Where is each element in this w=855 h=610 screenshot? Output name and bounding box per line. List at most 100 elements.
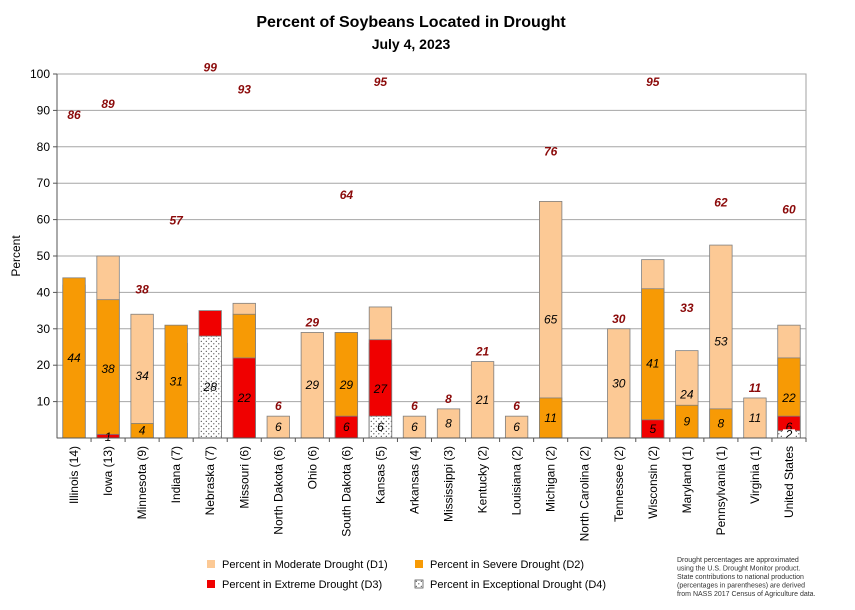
bar-total-label: 21 [475,345,490,359]
legend-label: Percent in Moderate Drought (D1) [222,559,388,571]
bar-total-label: 60 [782,203,796,217]
x-tick-label: North Dakota (6) [271,446,285,535]
segment-label-d2: 8 [718,416,725,430]
segment-label-d1: 29 [305,378,320,392]
bar-total-label: 6 [411,399,418,413]
legend-swatch [207,580,215,588]
x-tick-label: Nebraska (7) [203,446,217,515]
bar-total-label: 29 [305,315,320,329]
segment-label-d1: 30 [612,376,626,390]
y-tick-label: 90 [37,103,51,117]
x-tick-label: Kentucky (2) [476,446,490,513]
segment-label-d2: 44 [67,351,81,365]
segment-label-d2: 9 [683,415,690,429]
x-tick-label: Arkansas (4) [407,446,421,514]
x-tick-label: Tennessee (2) [612,446,626,522]
x-tick-label: Missouri (6) [237,446,251,509]
legend-label: Percent in Extreme Drought (D3) [222,579,382,591]
x-tick-label: Iowa (13) [101,446,115,496]
x-tick-label: Maryland (1) [680,446,694,513]
bar-total-label: 95 [646,75,660,89]
bar-total-label: 95 [374,75,388,89]
segment-label-d2: 38 [101,362,115,376]
x-tick-label: Mississippi (3) [442,446,456,522]
bar-total-label: 76 [544,144,558,158]
x-tick-label: Ohio (6) [305,446,319,489]
segment-label-d1: 21 [475,393,489,407]
segment-label-d3: 6 [343,420,350,434]
segment-label-d3: 5 [649,422,656,436]
segment-label-d1: 24 [679,387,694,401]
x-tick-label: Indiana (7) [169,446,183,503]
label-backdrop [782,429,795,440]
y-tick-label: 30 [37,322,51,336]
y-tick-label: 70 [37,176,51,190]
y-tick-label: 60 [37,213,51,227]
x-tick-label: Pennsylvania (1) [714,446,728,535]
y-tick-label: 100 [30,67,50,81]
bar-total-label: 11 [749,381,762,395]
segment-label-d1: 6 [275,420,282,434]
x-tick-label: Virginia (1) [748,446,762,504]
bar-total-label: 33 [680,301,694,315]
segment-label-d1: 65 [544,313,558,327]
x-tick-label: Kansas (5) [373,446,387,504]
x-tick-label: Minnesota (9) [135,446,149,519]
y-tick-label: 10 [37,395,51,409]
y-tick-label: 50 [37,249,51,263]
legend-swatch [207,560,215,568]
bar-total-label: 93 [238,82,252,96]
segment-label-d3: 6 [786,420,793,434]
legend-swatch [414,579,424,589]
segment-label-d2: 41 [646,356,659,370]
bar-total-label: 64 [340,188,354,202]
legend-item-d4: Percent in Exceptional Drought (D4) [414,579,606,591]
segment-label-d2: 22 [781,391,796,405]
bar-total-label: 6 [275,399,282,413]
legend-item-d1: Percent in Moderate Drought (D1) [207,559,388,571]
bar-total-label: 86 [67,108,81,122]
y-tick-label: 80 [37,140,51,154]
x-tick-label: United States [782,446,796,518]
segment-label-d3: 27 [373,382,389,396]
segment-label-d1: 53 [714,335,728,349]
segment-label-d1: 8 [445,416,452,430]
bar-total-label: 57 [169,214,184,228]
segment-label-d1: 6 [513,420,520,434]
bar-total-label: 30 [612,312,626,326]
chart-subtitle: July 4, 2023 [372,36,451,52]
y-tick-label: 40 [37,285,51,299]
legend-item-d3: Percent in Extreme Drought (D3) [207,579,382,591]
segment-label-d4: 6 [377,420,384,434]
chart-title: Percent of Soybeans Located in Drought [256,14,566,31]
footnote-line: State contributions to national producti… [677,574,804,581]
segment-label-d1: 6 [411,420,418,434]
bar-total-label: 62 [714,195,728,209]
footnote-line: from NASS 2017 Census of Agriculture dat… [677,591,816,598]
bar-total-label: 89 [101,97,115,111]
x-tick-label: Wisconsin (2) [646,446,660,519]
x-tick-label: South Dakota (6) [339,446,353,537]
legend-label: Percent in Exceptional Drought (D4) [430,579,606,591]
segment-label-d2: 11 [544,411,556,425]
segment-label-d2: 31 [169,375,182,389]
segment-label-d2: 4 [139,424,146,438]
segment-label-d4: 28 [203,380,218,394]
segment-label-d4: 2 [785,428,793,442]
legend-label: Percent in Severe Drought (D2) [430,559,584,571]
x-tick-label: Louisiana (2) [510,446,524,515]
bar-total-label: 6 [513,399,520,413]
bar-total-label: 8 [445,392,452,406]
x-tick-label: Michigan (2) [544,446,558,512]
bar-total-label: 99 [204,61,218,75]
segment-label-d3: 22 [237,391,252,405]
legend-item-d2: Percent in Severe Drought (D2) [415,559,584,571]
footnote-line: (percentages in parentheses) are derived [677,583,805,590]
bar-total-label: 38 [135,283,149,297]
footnote-line: using the U.S. Drought Monitor product. [677,566,800,573]
segment-label-d1: 11 [749,411,761,425]
legend-swatch [415,560,423,568]
x-tick-label: Illinois (14) [67,446,81,504]
y-axis-label: Percent [9,235,23,277]
